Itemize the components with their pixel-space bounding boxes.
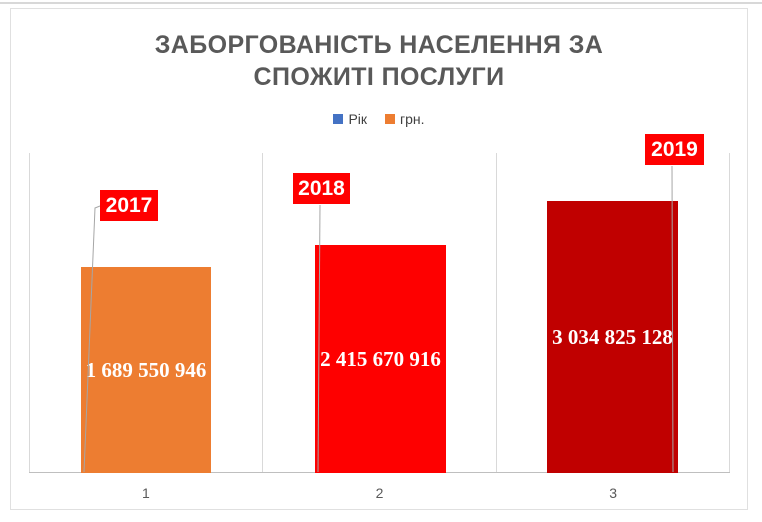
gridline [496, 153, 497, 473]
legend-label-rik: Рік [348, 111, 368, 127]
bar-2018[interactable]: 2 415 670 916 [315, 245, 446, 473]
legend-label-hrn: грн. [400, 111, 425, 127]
x-axis-labels: 1 2 3 [29, 485, 730, 501]
x-axis-label-3: 3 [609, 485, 618, 501]
bar-2017[interactable]: 1 689 550 946 [81, 267, 211, 473]
gridline [29, 153, 30, 473]
legend-item-rik[interactable]: Рік [333, 111, 367, 127]
plot-area: 1 689 550 946 2 415 670 916 3 034 825 12… [29, 153, 730, 473]
data-label-2018[interactable]: 2018 [293, 173, 350, 204]
x-axis-label-1: 1 [141, 485, 150, 501]
bar-2019[interactable]: 3 034 825 128 [547, 201, 678, 473]
bar-value-label: 2 415 670 916 [320, 346, 441, 371]
legend: Рік грн. [11, 111, 747, 127]
chart-title-line1: ЗАБОРГОВАНІСТЬ НАСЕЛЕННЯ ЗА [154, 31, 604, 59]
chart-title-line2: СПОЖИТІ ПОСЛУГИ [253, 63, 505, 91]
chart-container: ЗАБОРГОВАНІСТЬ НАСЕЛЕННЯ ЗА СПОЖИТІ ПОСЛ… [10, 8, 748, 510]
gridline [729, 153, 730, 473]
bar-value-label: 1 689 550 946 [85, 357, 207, 382]
gridline [262, 153, 263, 473]
x-axis-label-2: 2 [375, 485, 384, 501]
data-label-2019[interactable]: 2019 [645, 134, 704, 165]
legend-swatch-blue-icon [333, 114, 344, 124]
data-label-2017[interactable]: 2017 [100, 190, 158, 221]
bar-value-label: 3 034 825 128 [552, 324, 673, 349]
page-top-border [0, 2, 762, 4]
legend-item-hrn[interactable]: грн. [385, 111, 425, 127]
chart-title: ЗАБОРГОВАНІСТЬ НАСЕЛЕННЯ ЗА СПОЖИТІ ПОСЛ… [11, 29, 747, 93]
legend-swatch-orange-icon [385, 114, 396, 124]
